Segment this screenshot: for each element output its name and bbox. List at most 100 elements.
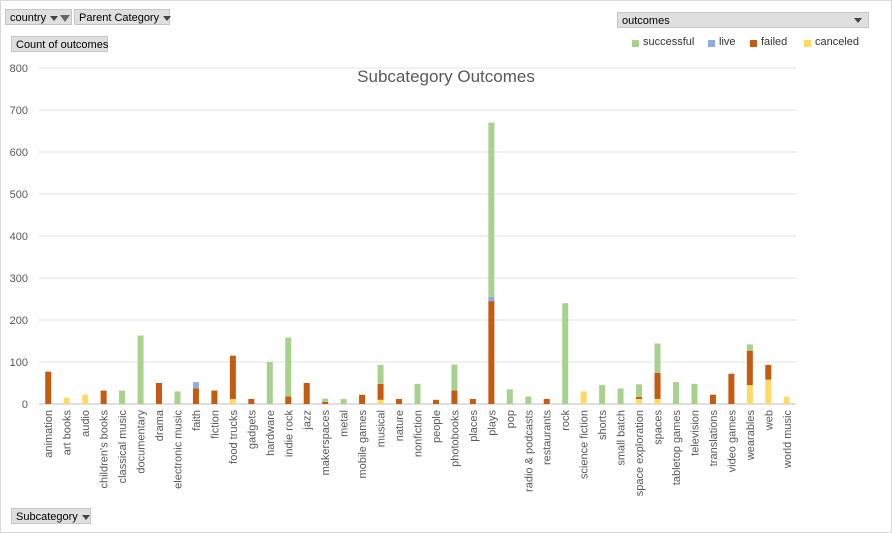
bar-failed[interactable] (248, 398, 255, 404)
bar-successful[interactable] (525, 396, 532, 404)
parent-category-filter-button[interactable]: Parent Category (74, 9, 172, 25)
bar-canceled[interactable] (63, 397, 70, 404)
bar-canceled[interactable] (783, 396, 790, 404)
x-tick-label: restaurants (542, 410, 554, 466)
filter-icon (60, 14, 71, 22)
x-tick-label: children's books (99, 410, 111, 489)
bar-canceled[interactable] (765, 379, 772, 404)
bar-failed[interactable] (432, 399, 439, 404)
x-tick-label: plays (486, 410, 498, 436)
x-tick-label: hardware (265, 410, 277, 456)
bar-failed[interactable] (396, 398, 403, 404)
bar-successful[interactable] (451, 364, 458, 391)
bar-successful[interactable] (266, 362, 273, 404)
bar-failed[interactable] (377, 383, 384, 400)
x-tick-label: metal (339, 410, 351, 437)
bar-failed[interactable] (636, 396, 643, 399)
x-tick-label: mobile games (357, 410, 369, 479)
bar-canceled[interactable] (229, 398, 236, 404)
x-tick-label: faith (191, 410, 203, 431)
subcategory-axis-field-button[interactable]: Subcategory (11, 508, 91, 524)
x-tick-label: musical (376, 410, 388, 447)
x-tick-label: fiction (209, 410, 221, 439)
x-tick-label: web (763, 410, 775, 431)
legend-label-live: live (719, 36, 736, 48)
bar-canceled[interactable] (377, 399, 384, 404)
bar-failed[interactable] (285, 396, 292, 404)
bar-successful[interactable] (377, 364, 384, 384)
bar-successful[interactable] (691, 383, 698, 404)
bar-successful[interactable] (746, 344, 753, 351)
legend-swatch-failed (750, 40, 757, 47)
bar-successful[interactable] (137, 335, 144, 404)
bar-successful[interactable] (340, 398, 347, 404)
bar-failed[interactable] (45, 371, 52, 404)
legend-swatch-live (708, 40, 715, 47)
x-tick-label: pop (505, 410, 517, 428)
gridlines (39, 67, 796, 405)
bar-successful[interactable] (414, 383, 421, 404)
bar-canceled[interactable] (636, 398, 643, 404)
bar-failed[interactable] (451, 390, 458, 404)
x-tick-label: photobooks (449, 410, 461, 467)
bar-canceled[interactable] (746, 385, 753, 404)
bar-successful[interactable] (636, 384, 643, 397)
bars (45, 122, 790, 404)
bar-live[interactable] (488, 296, 495, 302)
bar-failed[interactable] (709, 394, 716, 404)
bar-successful[interactable] (488, 122, 495, 297)
bar-successful[interactable] (506, 389, 513, 404)
bar-failed[interactable] (303, 383, 310, 404)
bar-successful[interactable] (654, 343, 661, 373)
bar-live[interactable] (192, 382, 199, 389)
x-tick-label: translations (708, 410, 720, 467)
chevron-down-icon (50, 15, 59, 21)
bar-failed[interactable] (211, 390, 218, 404)
bar-failed[interactable] (192, 388, 199, 404)
bar-failed[interactable] (543, 398, 550, 404)
x-tick-label: radio & podcasts (523, 410, 535, 492)
bar-failed[interactable] (488, 301, 495, 404)
x-tick-label: television (689, 410, 701, 456)
x-tick-label: video games (726, 410, 738, 473)
bar-successful[interactable] (617, 388, 624, 404)
bar-canceled[interactable] (580, 391, 587, 404)
x-tick-label: gadgets (246, 410, 258, 450)
bar-failed[interactable] (765, 364, 772, 380)
chevron-down-icon (163, 15, 172, 21)
legend-swatch-canceled (804, 40, 811, 47)
country-filter-button[interactable]: country (5, 9, 72, 25)
x-tick-label: art books (62, 410, 74, 456)
y-tick-label: 600 (10, 147, 28, 159)
bar-failed[interactable] (654, 372, 661, 399)
bar-failed[interactable] (156, 383, 163, 404)
country-filter-label: country (10, 12, 47, 24)
x-tick-label: people (431, 410, 443, 443)
legend-label-failed: failed (761, 36, 788, 48)
bar-failed[interactable] (359, 394, 366, 404)
bar-successful[interactable] (285, 337, 292, 397)
x-tick-label: world music (782, 410, 794, 470)
y-tick-label: 200 (10, 315, 28, 327)
legend-label-canceled: canceled (815, 36, 860, 48)
y-tick-label: 800 (10, 63, 28, 75)
bar-successful[interactable] (672, 382, 679, 404)
bar-canceled[interactable] (654, 398, 661, 404)
bar-successful[interactable] (174, 391, 181, 404)
bar-failed[interactable] (469, 398, 476, 404)
legend-swatch-successful (632, 40, 639, 47)
bar-failed[interactable] (322, 401, 329, 404)
bar-successful[interactable] (562, 303, 569, 404)
bar-failed[interactable] (100, 390, 107, 404)
bar-failed[interactable] (728, 373, 735, 404)
value-field-button[interactable]: Count of outcomes (11, 36, 108, 52)
bar-canceled[interactable] (82, 394, 89, 404)
bar-failed[interactable] (229, 355, 236, 399)
bar-successful[interactable] (322, 398, 329, 402)
y-tick-label: 700 (10, 105, 28, 117)
outcomes-legend-field-button[interactable]: outcomes (617, 12, 869, 28)
bar-successful[interactable] (599, 385, 606, 404)
bar-successful[interactable] (119, 390, 126, 404)
bar-failed[interactable] (746, 350, 753, 386)
